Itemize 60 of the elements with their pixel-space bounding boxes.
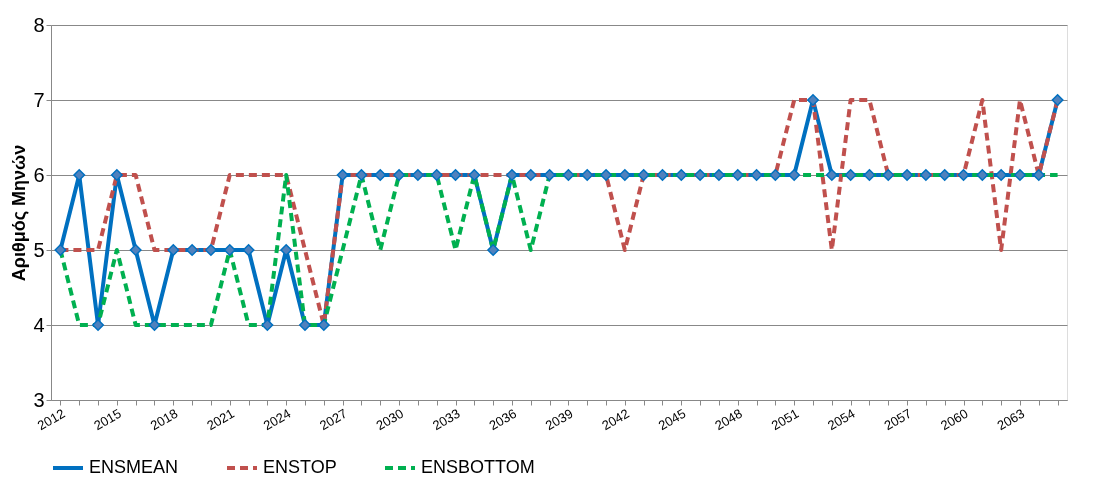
point	[844, 169, 857, 181]
y-axis-title: Αριθμός Μηνών	[9, 144, 30, 282]
y-tick-label: 5	[33, 238, 45, 261]
x-tick-label: 2060	[937, 405, 971, 434]
y-tick-label: 7	[33, 88, 45, 111]
x-tick-label: 2015	[91, 405, 124, 434]
point	[825, 169, 838, 181]
point	[355, 169, 368, 181]
point	[938, 169, 951, 181]
point	[750, 169, 763, 181]
x-tick-label: 2048	[712, 405, 745, 434]
x-tick-label: 2024	[260, 405, 294, 434]
point	[882, 169, 895, 181]
point	[656, 169, 669, 181]
x-tick-label: 2021	[204, 405, 237, 434]
x-tick-label: 2042	[599, 405, 632, 434]
x-tick-label: 2039	[542, 405, 576, 434]
y-tick-label: 3	[33, 388, 45, 411]
point	[1013, 169, 1026, 181]
point	[901, 169, 914, 181]
x-tick-label: 2030	[373, 405, 407, 434]
point	[430, 169, 443, 181]
point	[581, 169, 594, 181]
point	[449, 169, 462, 181]
point	[562, 169, 575, 181]
x-tick-label: 2063	[994, 405, 1027, 434]
point	[919, 169, 932, 181]
legend-label: ENSBOTTOM	[421, 457, 535, 477]
x-tick-label: 2018	[147, 405, 181, 434]
x-tick-label: 2051	[768, 405, 802, 434]
legend-label: ENSMEAN	[89, 457, 179, 477]
point	[976, 169, 989, 181]
x-tick-label: 2033	[429, 405, 463, 434]
point	[524, 169, 537, 181]
point	[807, 94, 819, 106]
point	[393, 169, 406, 181]
point	[167, 244, 180, 256]
point	[731, 169, 744, 181]
point	[54, 244, 67, 256]
point	[694, 169, 707, 181]
point	[1051, 94, 1064, 106]
y-tick-label: 4	[33, 313, 45, 336]
y-tick-label: 8	[33, 13, 45, 36]
point	[637, 169, 650, 181]
x-tick-label: 2045	[655, 405, 689, 434]
point	[73, 169, 86, 181]
point	[468, 169, 481, 181]
x-tick-label: 2036	[486, 405, 519, 434]
point	[299, 319, 311, 331]
x-tick-label: 2054	[825, 405, 858, 434]
point	[675, 169, 688, 181]
legend-label: ENSTOP	[263, 457, 337, 477]
x-tick-label: 2027	[317, 405, 350, 434]
point	[129, 244, 142, 256]
x-tick-label: 2057	[881, 405, 915, 434]
point	[600, 169, 613, 181]
point	[487, 244, 500, 256]
y-tick-label: 6	[33, 163, 45, 186]
point	[110, 169, 123, 181]
point	[769, 169, 782, 181]
